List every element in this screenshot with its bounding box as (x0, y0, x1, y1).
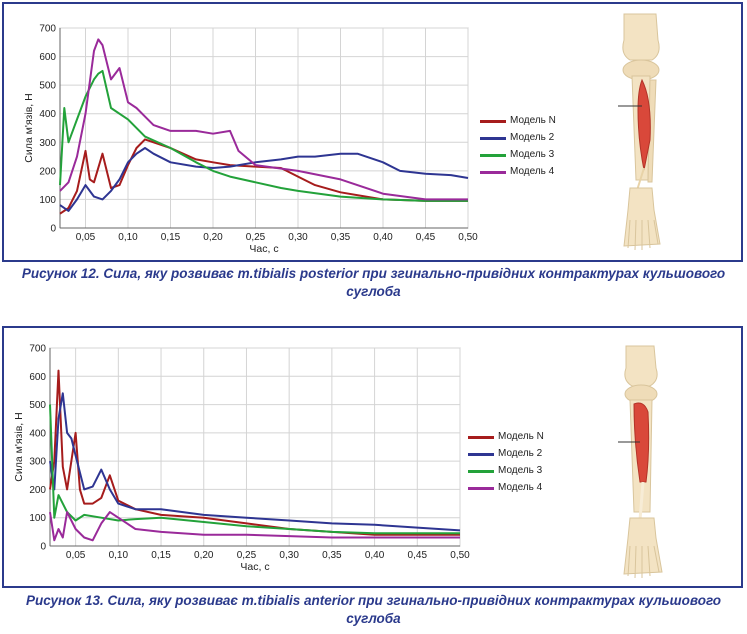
x-tick-label: 0,25 (246, 232, 266, 243)
legend-item: Модель 3 (480, 146, 556, 163)
x-tick-label: 0,10 (109, 550, 129, 561)
legend-label: Модель 3 (510, 149, 555, 160)
y-tick-label: 0 (40, 542, 46, 553)
chart-12-legend: Модель N Модель 2 Модель 3 Модель 4 (480, 112, 556, 180)
legend-item: Модель N (468, 428, 544, 445)
y-tick-label: 100 (39, 195, 56, 206)
legend-label: Модель 4 (510, 166, 555, 177)
legend-label: Модель 4 (498, 482, 543, 493)
y-tick-label: 0 (50, 224, 56, 235)
legend-swatch (480, 137, 506, 140)
legend-label: Модель N (498, 431, 544, 442)
y-tick-label: 200 (39, 166, 56, 177)
series-line (49, 511, 460, 542)
x-tick-label: 0,50 (450, 550, 470, 561)
series-line (59, 69, 468, 202)
y-tick-label: 300 (29, 457, 46, 468)
legend-item: Модель 4 (480, 163, 556, 180)
x-tick-label: 0,10 (118, 232, 138, 243)
x-tick-label: 0,30 (288, 232, 308, 243)
chart-13-legend: Модель N Модель 2 Модель 3 Модель 4 (468, 428, 544, 496)
legend-swatch (480, 154, 506, 157)
figure-13-panel: 0 100 200 300 400 500 600 700 0,05 0,10 0,15 0,20 0,… (2, 326, 743, 588)
series-line (49, 392, 461, 532)
y-tick-label: 400 (39, 109, 56, 120)
y-tick-label: 700 (29, 344, 46, 355)
y-tick-label: 200 (29, 485, 46, 496)
figure-12-panel: 0 100 200 300 400 500 600 700 0,05 0,10 0,15 0,20 0,… (2, 2, 743, 262)
chart-13: 0 100 200 300 400 500 600 700 0,05 0,10 0,15 0,20 0,… (13, 344, 470, 574)
x-tick-label: 0,35 (331, 232, 351, 243)
plot-area (59, 27, 469, 229)
series-line (59, 147, 469, 212)
y-tick-label: 600 (39, 52, 56, 63)
x-tick-label: 0,45 (408, 550, 428, 561)
x-tick-label: 0,45 (416, 232, 436, 243)
legend-label: Модель N (510, 115, 556, 126)
x-tick-label: 0,05 (66, 550, 86, 561)
x-tick-label: 0,40 (365, 550, 385, 561)
plot-area (49, 347, 461, 547)
y-tick-label: 500 (39, 81, 56, 92)
legend-item: Модель 2 (468, 445, 544, 462)
x-tick-label: 0,30 (279, 550, 299, 561)
series-line (59, 38, 468, 201)
x-tick-label: 0,05 (76, 232, 96, 243)
figure-12-caption: Рисунок 12. Сила, яку розвиває m.tibiali… (21, 266, 726, 299)
chart-12: 0 100 200 300 400 500 600 700 0,05 0,10 0,15 0,20 0,… (23, 24, 478, 256)
x-tick-label: 0,15 (161, 232, 181, 243)
legend-item: Модель N (480, 112, 556, 129)
legend-item: Модель 4 (468, 479, 544, 496)
legend-swatch (468, 487, 494, 490)
x-tick-label: 0,50 (458, 232, 478, 243)
y-tick-label: 600 (29, 372, 46, 383)
x-tick-label: 0,20 (194, 550, 214, 561)
legend-item: Модель 2 (480, 129, 556, 146)
y-tick-label: 500 (29, 400, 46, 411)
legend-label: Модель 2 (510, 132, 555, 143)
legend-label: Модель 3 (498, 465, 543, 476)
x-tick-label: 0,35 (322, 550, 342, 561)
x-tick-label: 0,25 (237, 550, 257, 561)
legend-swatch (468, 436, 494, 439)
y-axis-label: Сила м'язів, Н (13, 412, 25, 481)
x-tick-label: 0,40 (373, 232, 393, 243)
leg-anatomy-posterior-illustration (618, 13, 661, 251)
y-tick-label: 700 (39, 24, 56, 35)
y-axis-label: Сила м'язів, Н (23, 93, 35, 162)
y-tick-label: 300 (39, 138, 56, 149)
y-tick-label: 400 (29, 428, 46, 439)
series-line (49, 404, 460, 535)
legend-swatch (480, 171, 506, 174)
x-axis-label: Час, с (240, 561, 269, 573)
legend-swatch (468, 453, 494, 456)
legend-label: Модель 2 (498, 448, 543, 459)
x-tick-label: 0,20 (203, 232, 223, 243)
x-tick-label: 0,15 (151, 550, 171, 561)
figure-13-caption: Рисунок 13. Сила, яку розвиває m.tibiali… (25, 593, 722, 626)
legend-item: Модель 3 (468, 462, 544, 479)
legend-swatch (480, 120, 506, 123)
x-axis-label: Час, с (249, 243, 278, 255)
y-tick-label: 100 (29, 513, 46, 524)
legend-swatch (468, 470, 494, 473)
leg-anatomy-anterior-illustration (618, 345, 663, 579)
